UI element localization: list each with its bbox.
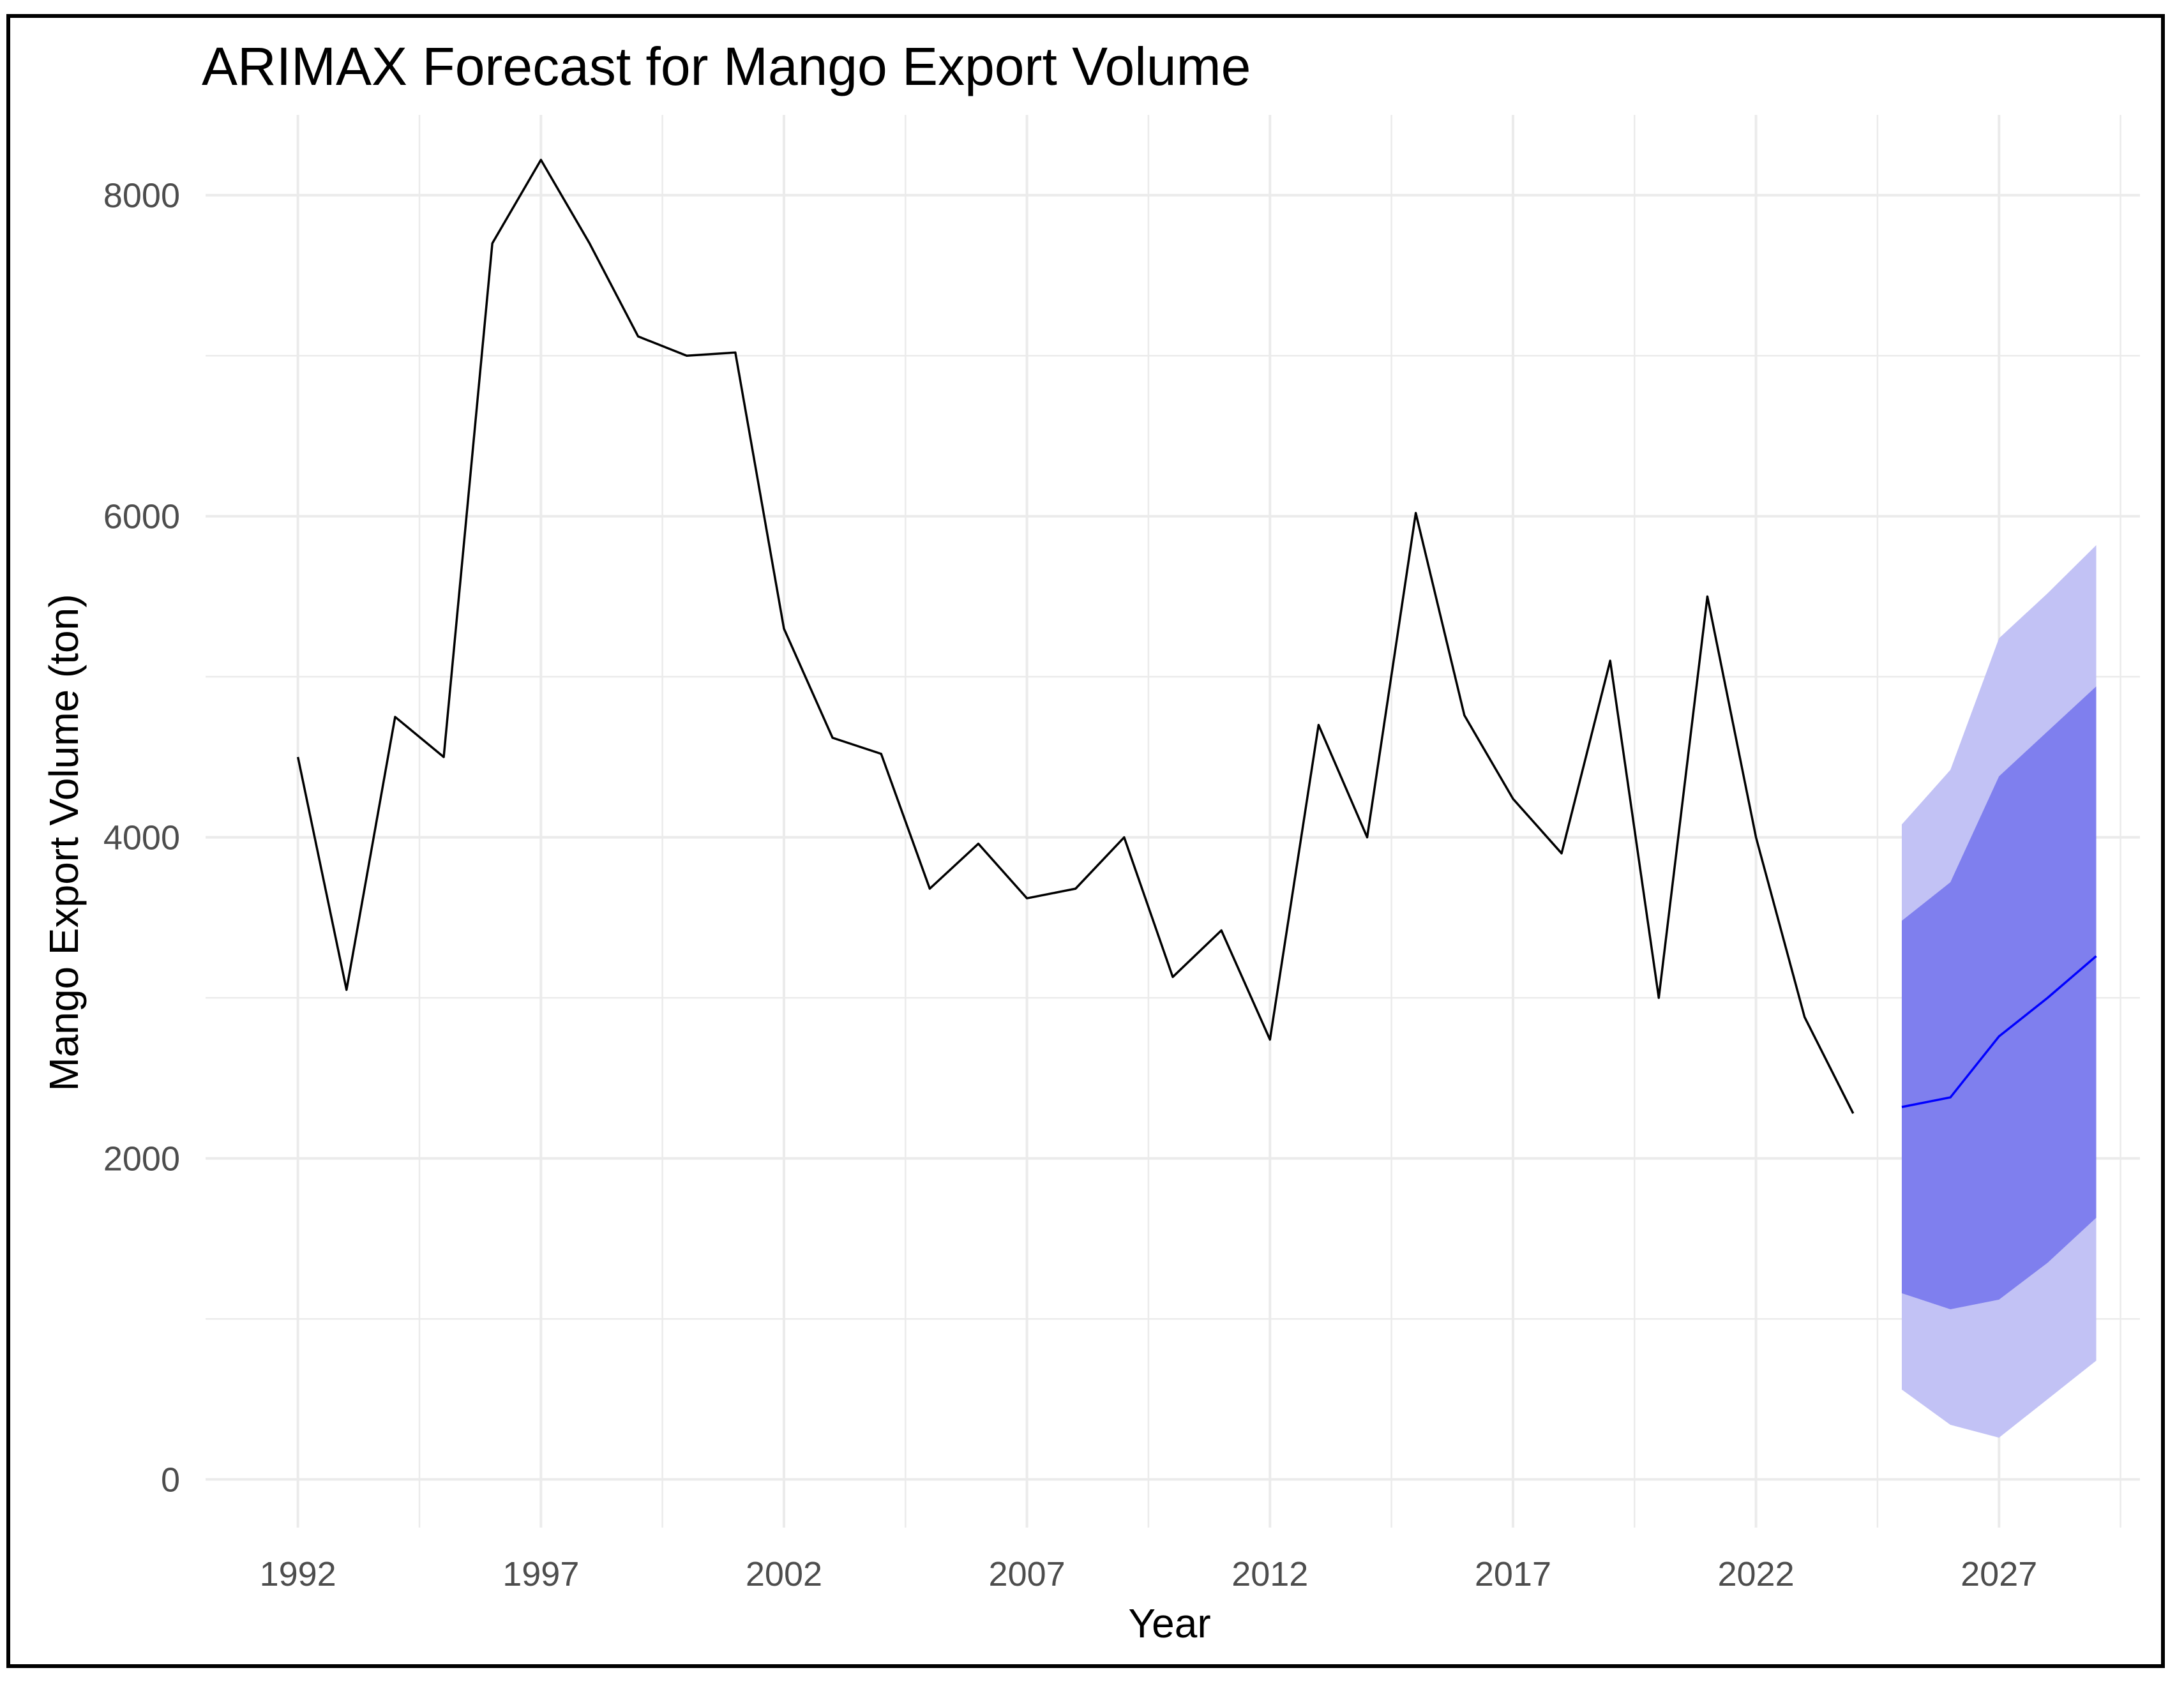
x-tick-label: 2017 [1475,1555,1551,1593]
x-tick-label: 2007 [989,1555,1066,1593]
x-tick-label: 1992 [260,1555,336,1593]
pi80-band [1901,686,2097,1309]
prediction-intervals [1901,545,2097,1438]
y-tick-label: 0 [161,1461,180,1500]
figure-frame [6,14,2165,1668]
series-lines [296,158,2097,1114]
x-axis-title: Year [1128,1600,1210,1646]
y-axis-title: Mango Export Volume (ton) [41,594,87,1091]
y-tick-label: 4000 [103,819,180,857]
x-tick-label: 2012 [1231,1555,1308,1593]
forecast-series-line [1901,955,2097,1108]
chart-title: ARIMAX Forecast for Mango Export Volume [202,36,1251,96]
x-tick-label: 1997 [502,1555,579,1593]
y-tick-label: 6000 [103,498,180,536]
x-tick-label: 2027 [1961,1555,2037,1593]
x-tick-label: 2022 [1717,1555,1794,1593]
x-tick-label: 2002 [746,1555,822,1593]
y-tick-label: 2000 [103,1140,180,1178]
actual-series-line [296,158,1855,1114]
y-tick-label: 8000 [103,177,180,215]
grid-lines [206,115,2140,1528]
tick-labels: 1992 1997 2002 2007 2012 2017 2022 2027 0 2000 400… [103,177,2037,1593]
